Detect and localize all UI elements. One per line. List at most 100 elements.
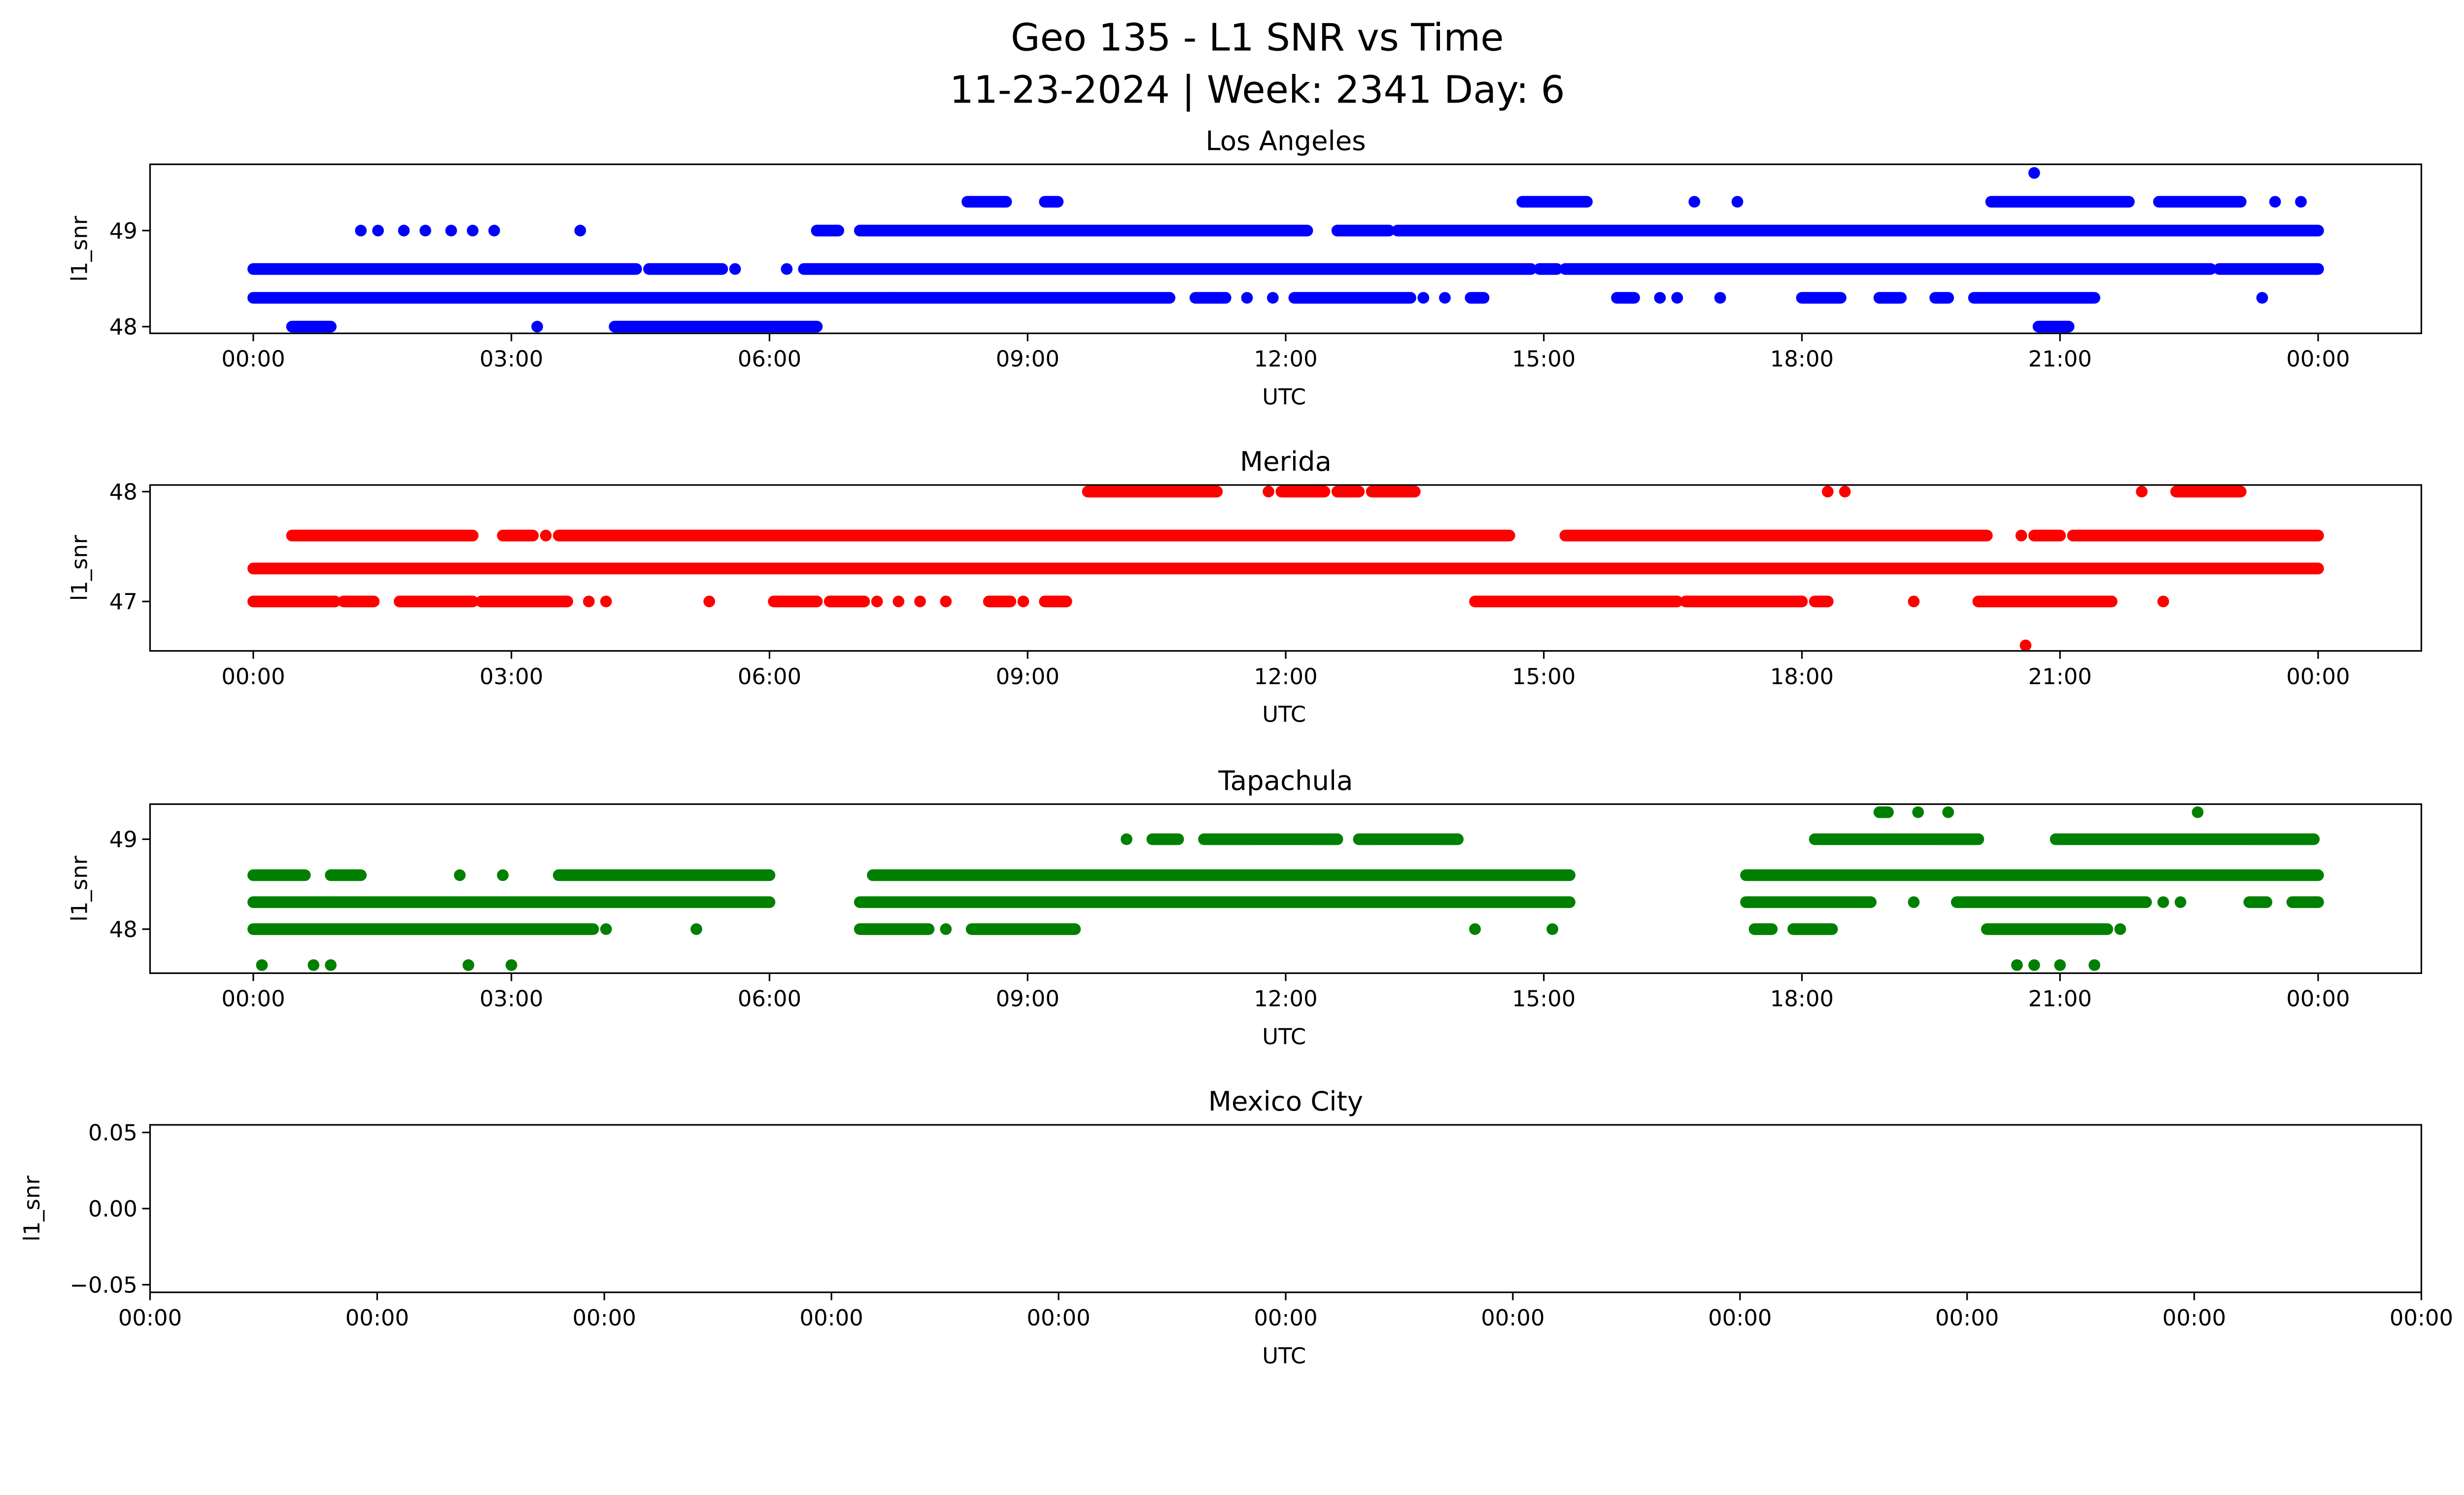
x-tick-label: 09:00	[996, 663, 1060, 690]
data-point	[497, 869, 509, 881]
y-axis-label: l1_snr	[66, 855, 92, 921]
subplot-mexico-city: Mexico City 00:00 00:00 00:00 00:00 00:00 00:0…	[19, 1085, 2453, 1369]
y-axis-label: l1_snr	[66, 535, 92, 601]
data-point	[2174, 896, 2187, 908]
subplot-tapachula: Tapachula 00:00 03:00 06:00 09:00 12:00 15:00 1…	[66, 765, 2423, 1050]
data-point	[2054, 959, 2066, 971]
data-point	[892, 595, 905, 608]
x-tick-label: 00:00	[221, 986, 285, 1012]
x-tick-label: 06:00	[738, 986, 801, 1012]
x-tick-label: 00:00	[2286, 346, 2350, 372]
data-point	[2015, 529, 2027, 542]
data-point	[600, 595, 612, 608]
data-point	[1469, 923, 1481, 935]
y-axis-label: l1_snr	[66, 215, 92, 281]
data-point	[2088, 959, 2100, 971]
x-tick-label: 00:00	[345, 1305, 409, 1331]
data-point	[355, 224, 367, 237]
data-point	[2295, 196, 2307, 208]
data-point	[2011, 959, 2023, 971]
subplot-merida: Merida 00:00 03:00 06:00 09:00 12:00 15:00 18:0…	[66, 446, 2423, 728]
subplot-title: Tapachula	[1218, 765, 1353, 797]
x-tick-label: 03:00	[479, 663, 543, 690]
data-point	[325, 959, 337, 971]
data-point	[1839, 486, 1851, 498]
data-point	[574, 224, 586, 237]
data-point	[729, 263, 741, 275]
x-tick-label: 21:00	[2028, 663, 2092, 690]
data-point	[940, 595, 952, 608]
data-point	[398, 224, 410, 237]
data-point	[454, 869, 466, 881]
data-point	[1912, 806, 1924, 818]
x-tick-label: 12:00	[1254, 986, 1317, 1012]
data-point	[445, 224, 457, 237]
x-tick-label: 09:00	[996, 346, 1060, 372]
x-axis-label: UTC	[1262, 384, 1306, 410]
data-point	[1821, 486, 1834, 498]
x-tick-label: 00:00	[221, 346, 285, 372]
data-point	[1017, 595, 1029, 608]
y-tick-label: 48	[109, 916, 137, 942]
data-point	[1266, 292, 1279, 304]
data-point	[1417, 292, 1430, 304]
y-tick-label: 49	[109, 827, 137, 853]
y-tick-label: 0.00	[88, 1196, 137, 1222]
x-tick-label: 21:00	[2028, 986, 2092, 1012]
data-point	[2256, 292, 2268, 304]
x-tick-label: 00:00	[118, 1305, 182, 1331]
data-point	[308, 959, 320, 971]
x-tick-label: 00:00	[1254, 1305, 1317, 1331]
subplot-title: Merida	[1240, 446, 1332, 477]
data-point	[2157, 896, 2169, 908]
data-point	[690, 923, 702, 935]
x-tick-label: 00:00	[2286, 986, 2350, 1012]
data-point	[467, 224, 479, 237]
y-tick-label: 0.05	[88, 1120, 137, 1146]
data-marks	[247, 806, 2324, 971]
figure-title: Geo 135 - L1 SNR vs Time	[1011, 16, 1504, 60]
data-point	[582, 595, 595, 608]
figure: Geo 135 - L1 SNR vs Time 11-23-2024 | We…	[19, 16, 2454, 1369]
data-point	[505, 959, 517, 971]
data-point	[2028, 959, 2040, 971]
data-point	[256, 959, 268, 971]
x-tick-label: 06:00	[738, 346, 801, 372]
subplot-los-angeles: Los Angeles 00:00 03:00 06:00 09:00 12:00 15:0…	[66, 125, 2423, 410]
x-tick-label: 12:00	[1254, 346, 1317, 372]
x-tick-label: 12:00	[1254, 663, 1317, 690]
data-point	[940, 923, 952, 935]
x-tick-label: 18:00	[1770, 986, 1834, 1012]
x-tick-label: 15:00	[1512, 663, 1575, 690]
data-point	[2114, 923, 2126, 935]
data-point	[1263, 486, 1274, 498]
y-tick-label: 49	[109, 218, 137, 244]
data-point	[419, 224, 432, 237]
x-tick-label: 00:00	[1708, 1305, 1772, 1331]
data-point	[703, 595, 716, 608]
y-tick-label: −0.05	[69, 1272, 137, 1298]
x-tick-label: 00:00	[221, 663, 285, 690]
data-point	[462, 959, 475, 971]
x-tick-label: 15:00	[1512, 346, 1575, 372]
x-axis-label: UTC	[1262, 1024, 1306, 1050]
data-point	[1121, 833, 1132, 845]
data-point	[1942, 806, 1954, 818]
x-tick-label: 09:00	[996, 986, 1060, 1012]
data-point	[1714, 292, 1726, 304]
data-point	[1241, 292, 1253, 304]
data-point	[600, 923, 612, 935]
data-point	[540, 529, 552, 542]
y-tick-label: 48	[109, 314, 137, 340]
x-tick-label: 00:00	[573, 1305, 636, 1331]
x-tick-label: 00:00	[1481, 1305, 1544, 1331]
data-point	[2019, 639, 2032, 651]
x-tick-label: 15:00	[1512, 986, 1575, 1012]
x-axis-label: UTC	[1262, 701, 1306, 728]
subplot-title: Mexico City	[1208, 1085, 1363, 1117]
data-point	[1731, 196, 1744, 208]
x-tick-label: 18:00	[1770, 346, 1834, 372]
data-point	[1908, 595, 1920, 608]
x-tick-label: 03:00	[479, 986, 543, 1012]
data-point	[2136, 486, 2148, 498]
